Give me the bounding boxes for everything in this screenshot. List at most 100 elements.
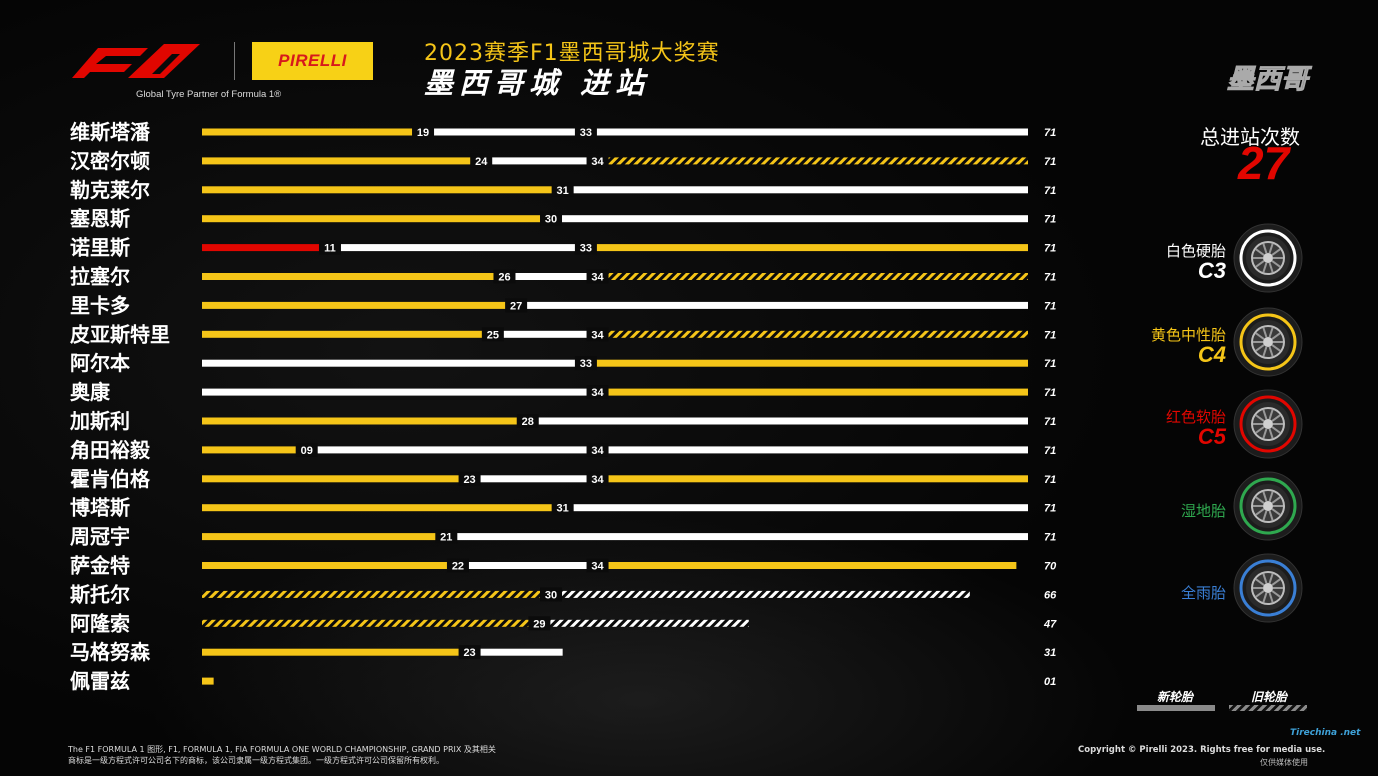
- footer-legal-line1: The F1 FORMULA 1 图形, F1, FORMULA 1, FIA …: [68, 745, 496, 754]
- driver-name: 塞恩斯: [70, 207, 130, 231]
- pit-lap-box: [574, 240, 597, 255]
- finish-lap-label: 71: [1044, 300, 1056, 312]
- stint-bar: [585, 359, 1028, 367]
- pit-lap-box: [574, 125, 597, 139]
- driver-name: 汉密尔顿: [70, 149, 150, 173]
- stint-bar: [202, 388, 598, 396]
- logo-divider: [234, 42, 235, 80]
- pit-lap-box: [435, 529, 458, 544]
- tyre-legend-item: 全雨胎: [1100, 552, 1310, 624]
- pit-lap-box: [574, 356, 597, 371]
- stint-bar: [481, 157, 598, 165]
- stint-bar: [597, 157, 1028, 165]
- pit-lap-box: [412, 125, 435, 139]
- pit-lap-label: 28: [522, 416, 534, 428]
- pit-lap-box: [586, 558, 609, 573]
- finish-lap-label: 31: [1044, 647, 1056, 659]
- stint-bar: [597, 475, 1028, 483]
- pit-lap-label: 29: [533, 618, 545, 630]
- finish-lap-label: 71: [1044, 474, 1056, 486]
- stint-bar: [202, 359, 586, 367]
- pit-lap-box: [586, 153, 609, 168]
- finish-lap-label: 71: [1044, 387, 1056, 399]
- tyre-name: 全雨胎: [1180, 584, 1226, 602]
- finish-lap-label: 71: [1044, 503, 1056, 515]
- legend-new-label: 新轮胎: [1157, 690, 1194, 704]
- finish-lap-label: 70: [1044, 561, 1057, 573]
- finish-lap-label: 47: [1043, 618, 1057, 630]
- page-subtitle: 墨西哥城 进站: [424, 66, 651, 100]
- finish-lap-label: 71: [1044, 185, 1056, 197]
- pit-lap-box: [295, 442, 318, 457]
- tyre-legend-item: 白色硬胎 C3: [1100, 222, 1310, 294]
- driver-name: 阿隆索: [70, 611, 130, 635]
- city-badge: 墨西哥: [1227, 64, 1309, 96]
- driver-name: 佩雷兹: [70, 669, 130, 693]
- pit-lap-label: 23: [463, 474, 475, 486]
- pit-lap-box: [551, 500, 574, 515]
- stint-bar: [597, 562, 1017, 569]
- driver-name: 萨金特: [70, 554, 130, 578]
- pit-lap-label: 09: [301, 445, 313, 457]
- pit-lap-label: 34: [591, 445, 604, 457]
- pit-lap-label: 30: [545, 589, 557, 601]
- footer-copyright: Copyright © Pirelli 2023. Rights free fo…: [1078, 745, 1326, 755]
- pit-lap-label: 30: [545, 214, 557, 226]
- pit-lap-label: 33: [580, 358, 592, 370]
- driver-name: 里卡多: [70, 293, 130, 317]
- stint-bar: [527, 417, 1028, 425]
- stint-bar: [202, 128, 424, 136]
- total-stops-value: 27: [1238, 137, 1290, 189]
- stint-bar: [597, 330, 1028, 338]
- driver-name: 拉塞尔: [70, 265, 130, 289]
- pit-lap-label: 21: [440, 532, 452, 544]
- stint-bar: [551, 215, 1028, 223]
- stint-bar: [202, 186, 563, 194]
- finish-lap-label: 66: [1044, 589, 1057, 601]
- pit-lap-box: [458, 471, 481, 486]
- pit-lap-box: [586, 327, 609, 342]
- stint-bar: [597, 388, 1028, 396]
- legend-used-swatch: [1229, 705, 1307, 711]
- pit-lap-box: [586, 442, 609, 457]
- pit-lap-label: 31: [557, 185, 569, 197]
- tyre-name: 白色硬胎: [1165, 242, 1226, 260]
- f1-logo: [72, 44, 200, 78]
- tyre-icon: [1233, 307, 1303, 377]
- tyre-icon: [1233, 389, 1303, 459]
- tyre-compound-code: C4: [1197, 342, 1226, 367]
- finish-lap-label: 71: [1044, 214, 1056, 226]
- pit-lap-label: 26: [498, 272, 510, 284]
- footer-legal: The F1 FORMULA 1 图形, F1, FORMULA 1, FIA …: [68, 744, 496, 766]
- driver-name: 霍肯伯格: [70, 467, 151, 491]
- pit-lap-box: [458, 645, 481, 660]
- stint-bar: [504, 273, 598, 280]
- stint-bar: [202, 215, 552, 223]
- stint-bar: [202, 301, 517, 309]
- finish-lap-label: 71: [1044, 272, 1056, 284]
- finish-lap-label: 71: [1044, 445, 1056, 457]
- pit-lap-label: 24: [475, 156, 488, 168]
- stint-bar: [202, 475, 470, 483]
- stint-bar: [202, 648, 470, 656]
- driver-name: 奥康: [70, 380, 111, 404]
- stint-bar: [539, 619, 749, 627]
- pit-lap-label: 34: [591, 329, 604, 341]
- stint-bar: [423, 128, 586, 136]
- tyre-name: 黄色中性胎: [1150, 326, 1226, 344]
- total-stops-label: 总进站次数: [1200, 125, 1300, 149]
- footer-legal-line2: 商标是一级方程式许可公司名下的商标，该公司隶属一级方程式集团。一级方程式许可公司…: [68, 756, 444, 765]
- finish-lap-label: 71: [1044, 329, 1056, 341]
- stint-bar: [469, 475, 598, 483]
- pit-lap-box: [470, 153, 493, 168]
- tyre-legend-item: 黄色中性胎 C4: [1100, 306, 1310, 378]
- driver-name: 阿尔本: [70, 351, 130, 375]
- stint-bar: [202, 330, 493, 338]
- pit-lap-box: [551, 182, 574, 197]
- finish-lap-label: 01: [1044, 676, 1056, 688]
- watermark: Tirechina .net: [1290, 728, 1361, 738]
- pit-lap-label: 22: [452, 561, 464, 573]
- stint-bar: [202, 619, 540, 627]
- pirelli-logo: PIRELLI: [252, 42, 373, 80]
- tyre-compound-code: C5: [1197, 424, 1226, 449]
